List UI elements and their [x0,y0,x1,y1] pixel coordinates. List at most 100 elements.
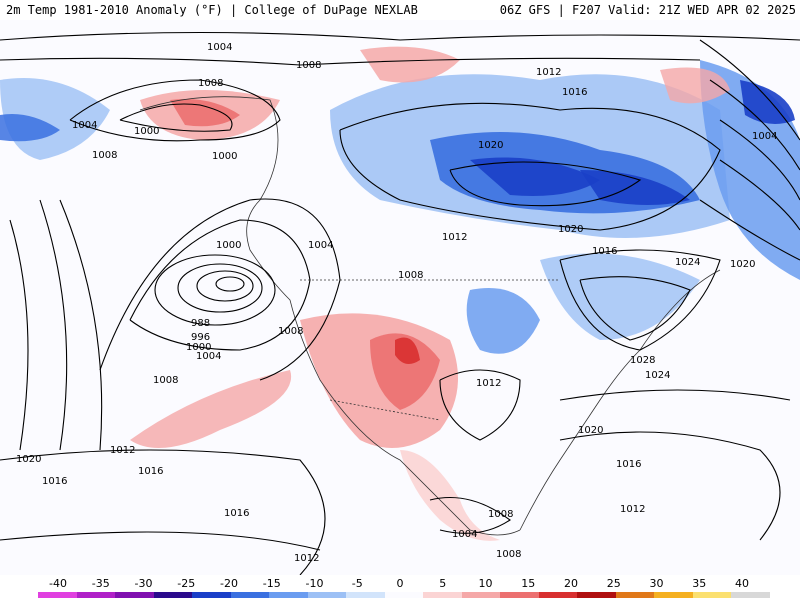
colorbar-segment [76,592,116,598]
isobar-label: 1004 [308,240,333,251]
colorbar-tick-label: 15 [521,577,536,590]
isobar-pacific-3 [59,199,103,451]
isobar-label: 1020 [478,140,503,151]
isobar-1020-atl [559,389,791,401]
isobar-atl-1 [699,39,800,141]
isobar-1028-east [579,276,691,341]
warm-anomaly-alaska-core [170,99,240,127]
colorbar-tick-label: -15 [262,577,281,590]
colorbar-segment [346,592,386,598]
colorbar-segment [461,592,501,598]
isobar-low-988 [215,276,245,292]
isobar-label: 1016 [224,508,249,519]
isobar-label: 1016 [616,459,641,470]
isobar-label: 1000 [212,151,237,162]
isobar-label: 1000 [134,126,159,137]
isobar-label: 1024 [675,257,700,268]
colorbar-segment [269,592,309,598]
isobar-atl-3 [719,119,800,201]
isobar-1020-canada [339,102,721,231]
isobar-label: 1004 [196,351,221,362]
isobar-low-1004 [129,219,311,351]
isobar-label: 1016 [592,246,617,257]
isobar-atl-4 [719,159,800,231]
isobar-label: 1000 [216,240,241,251]
isobar-1024-canada [449,161,642,207]
colorbar-tick-label: 30 [649,577,664,590]
colorbar-tick-label: 35 [692,577,707,590]
isobar-label: 1012 [620,504,645,515]
colorbar-tick-label: -35 [91,577,110,590]
colorbar-tick-label: 40 [735,577,749,590]
isobar-label: 1004 [207,42,232,53]
east-coast [519,269,721,531]
isobar-pacific-2 [39,199,68,451]
isobar-1012-gulf [439,369,521,441]
colorbar-segment [731,592,771,598]
colorbar-tick-label: 10 [478,577,493,590]
isobar-label: 1008 [92,150,117,161]
isobar-atl-5 [699,199,800,261]
warm-anomaly-baffin [660,67,730,104]
colorbar-tick-label: -30 [134,577,153,590]
colorbar-segment [153,592,193,598]
anomaly-shading [0,46,800,541]
colorbar-tick-label: -10 [305,577,324,590]
isobar-1008-top [0,57,701,66]
cold-anomaly-pacific-core [0,114,60,142]
isobar-label: 1012 [110,445,135,456]
colorbar-segment [384,592,424,598]
isobar-label: 1008 [296,60,321,71]
isobar-low-1000 [154,254,276,326]
us-mexico-border [329,399,441,421]
isobar-label: 1004 [752,131,777,142]
isobar-label: 1012 [476,378,501,389]
isobar-label: 1012 [536,67,561,78]
isobar-1024-east [559,249,721,351]
isobar-label: 1016 [138,466,163,477]
colorbar-tick-label: -5 [351,577,363,590]
colorbar-segment [615,592,655,598]
isobar-label: 1000 [186,342,211,353]
colorbar-tick-label: 5 [439,577,447,590]
isobar-label-group: 1004 1008 1008 1012 1016 1000 1004 1008 … [16,42,777,564]
isobar-low-992 [196,270,254,302]
anomaly-map: 1004 1008 1008 1012 1016 1000 1004 1008 … [0,20,800,575]
isobar-label: 1008 [496,549,521,560]
map-svg: 1004 1008 1008 1012 1016 1000 1004 1008 … [0,20,800,575]
isobar-label: 1004 [72,120,97,131]
isobar-low-1008 [99,198,341,381]
isobar-label: 1004 [452,529,477,540]
isobar-pacific-1 [9,219,29,451]
isobars [0,31,800,575]
colorbar-segment [500,592,540,598]
colorbar-tick-label: -25 [177,577,196,590]
cold-anomaly-core [470,157,600,196]
header-valid-time: 06Z GFS | F207 Valid: 21Z WED APR 02 202… [499,3,796,17]
isobar-1016-carib [559,431,781,541]
isobar-low-996 [177,263,263,313]
isobar-label: 1028 [630,355,655,366]
warm-anomaly-core [370,333,440,410]
isobar-label: 1024 [645,370,670,381]
isobar-label: 988 [191,318,210,329]
map-header: 2m Temp 1981-2010 Anomaly (°F) | College… [0,0,800,20]
isobar-label: 1020 [730,259,755,270]
isobar-1000-alaska [119,103,233,132]
isobar-label: 1012 [294,553,319,564]
colorbar-segment [38,592,78,598]
isobar-atl-2 [709,79,800,171]
isobar-1008-alaska [69,79,281,142]
isobar-label: 1008 [153,375,178,386]
cold-anomaly-east [540,253,700,340]
isobar-label: 996 [191,332,210,343]
isobar-label: 1008 [488,509,513,520]
colorbar-tick-label: 25 [606,577,621,590]
header-title: 2m Temp 1981-2010 Anomaly (°F) | College… [6,3,418,17]
cold-anomaly-greenland [740,80,795,124]
cold-anomaly-midwest [466,288,540,354]
isobar-label: 1016 [562,87,587,98]
isobar-label: 1020 [16,454,41,465]
isobar-1004-top [0,31,800,41]
colorbar-segment [192,592,232,598]
